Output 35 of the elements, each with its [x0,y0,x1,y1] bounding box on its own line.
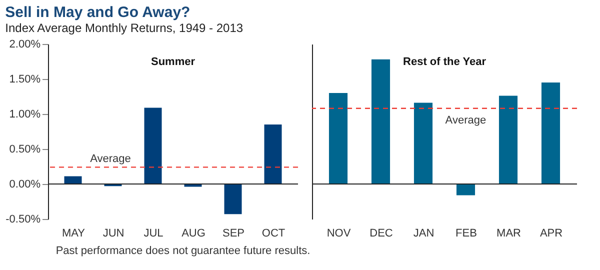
x-tick-label: AUG [182,228,206,240]
x-tick-label: APR [540,228,563,240]
bar [144,108,162,184]
chart-title: Sell in May and Go Away? [5,4,190,21]
bar [64,176,82,184]
y-tick-label: 2.00% [9,38,41,50]
bar [414,102,433,184]
y-tick-label: 0.00% [9,178,41,190]
x-tick-label: JAN [413,228,434,240]
y-tick-label: -0.50% [6,214,41,226]
x-tick-label: JUL [144,228,164,240]
x-tick-label: MAR [496,228,522,240]
annotation: Summer [150,56,196,68]
x-tick-label: JUN [102,228,124,240]
bar [224,184,242,214]
annotation: Rest of the Year [403,56,487,68]
x-tick-label: OCT [262,228,286,240]
x-tick-label: NOV [326,228,352,240]
x-tick-label: DEC [370,228,393,240]
bar [328,93,348,184]
x-tick-label: MAY [62,228,86,240]
ref-line-label: Average [445,114,486,126]
bar [264,124,282,184]
text: Past performance does not guarantee future results. [56,245,310,257]
chart-subtitle: Index Average Monthly Returns, 1949 - 2013 [5,21,244,35]
x-tick-label: SEP [222,228,245,240]
bar [541,82,560,184]
y-tick-label: 0.50% [9,144,41,156]
bar [498,96,518,184]
ref-line-label: Average [90,153,131,166]
x-tick-label: FEB [456,228,477,240]
bar [371,59,390,184]
y-tick-label: 1.00% [9,108,41,120]
y-tick-label: 1.50% [9,74,41,86]
bar [456,184,476,196]
